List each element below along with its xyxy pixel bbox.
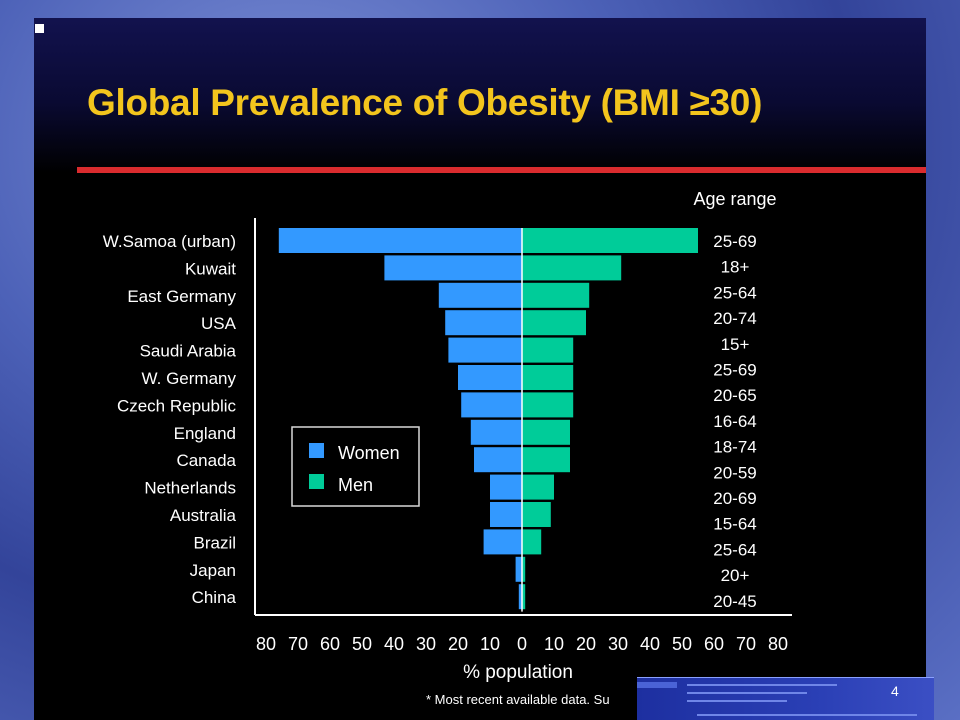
bullet-marker bbox=[35, 24, 44, 33]
category-label: Czech Republic bbox=[117, 396, 237, 415]
thumbnail-band bbox=[637, 682, 677, 688]
category-labels: W.Samoa (urban) Kuwait East Germany USA Saud… bbox=[103, 232, 237, 607]
age-range-label: 18+ bbox=[721, 258, 750, 277]
x-tick-label: 30 bbox=[608, 634, 628, 654]
bar-women bbox=[438, 282, 522, 308]
thumbnail-line bbox=[687, 684, 837, 686]
x-tick-label: 30 bbox=[416, 634, 436, 654]
x-tick-label: 20 bbox=[576, 634, 596, 654]
bar-women bbox=[515, 556, 522, 582]
age-range-label: 15-64 bbox=[713, 515, 756, 534]
x-tick-label: 20 bbox=[448, 634, 468, 654]
age-range-label: 20-74 bbox=[713, 309, 756, 328]
category-label: Canada bbox=[176, 451, 236, 470]
bar-men bbox=[522, 310, 586, 336]
category-label: Australia bbox=[170, 506, 237, 525]
x-tick-label: 10 bbox=[480, 634, 500, 654]
bar-men bbox=[522, 447, 570, 473]
bar-women bbox=[384, 255, 522, 281]
bar-women bbox=[474, 447, 522, 473]
legend-swatch-men bbox=[309, 474, 324, 489]
bar-women bbox=[490, 474, 522, 500]
bar-men bbox=[522, 282, 590, 308]
bar-men bbox=[522, 474, 554, 500]
x-tick-label: 40 bbox=[384, 634, 404, 654]
category-label: W.Samoa (urban) bbox=[103, 232, 236, 251]
bar-men bbox=[522, 584, 526, 610]
page-number: 4 bbox=[891, 683, 899, 699]
category-label: USA bbox=[201, 314, 237, 333]
x-tick-labels: 80 70 60 50 40 30 20 10 0 10 20 30 40 50 60 70 80 bbox=[256, 634, 788, 654]
legend-swatch-women bbox=[309, 443, 324, 458]
age-range-label: 20-69 bbox=[713, 489, 756, 508]
age-range-label: 16-64 bbox=[713, 412, 756, 431]
bar-women bbox=[483, 529, 522, 555]
age-range-label: 20+ bbox=[721, 566, 750, 585]
bar-women bbox=[445, 310, 522, 336]
slide-title: Global Prevalence of Obesity (BMI ≥30) bbox=[87, 82, 763, 123]
category-label: England bbox=[174, 424, 236, 443]
age-range-label: 20-59 bbox=[713, 463, 756, 482]
x-tick-label: 0 bbox=[517, 634, 527, 654]
bar-men bbox=[522, 255, 622, 281]
bar-women bbox=[278, 228, 522, 253]
x-tick-label: 70 bbox=[736, 634, 756, 654]
bar-men bbox=[522, 392, 574, 418]
age-range-header: Age range bbox=[693, 189, 776, 209]
legend-box bbox=[291, 426, 420, 507]
category-label: China bbox=[192, 588, 237, 607]
x-tick-label: 10 bbox=[544, 634, 564, 654]
thumbnail-line bbox=[697, 714, 917, 716]
bar-men bbox=[522, 419, 570, 445]
age-range-label: 15+ bbox=[721, 335, 750, 354]
x-tick-label: 80 bbox=[768, 634, 788, 654]
age-range-label: 20-65 bbox=[713, 386, 756, 405]
bar-women bbox=[518, 584, 522, 610]
footnote: * Most recent available data. Su bbox=[426, 692, 610, 707]
legend-label-men: Men bbox=[338, 475, 373, 495]
category-label: Japan bbox=[190, 561, 236, 580]
bar-women bbox=[470, 419, 522, 445]
age-range-label: 18-74 bbox=[713, 438, 756, 457]
age-range-label: 25-64 bbox=[713, 540, 756, 559]
category-label: Saudi Arabia bbox=[140, 342, 237, 361]
category-label: W. Germany bbox=[142, 369, 237, 388]
x-tick-label: 60 bbox=[704, 634, 724, 654]
category-label: Brazil bbox=[193, 533, 236, 552]
bar-men bbox=[522, 502, 551, 527]
bar-men bbox=[522, 228, 698, 253]
category-label: East Germany bbox=[127, 287, 236, 306]
next-slide-thumbnail[interactable] bbox=[637, 677, 934, 720]
category-label: Netherlands bbox=[144, 479, 236, 498]
age-range-label: 20-45 bbox=[713, 592, 756, 611]
age-range-labels: 25-69 18+ 25-64 20-74 15+ 25-69 20-65 16-64 18-7… bbox=[713, 232, 756, 611]
bars-group bbox=[278, 228, 698, 612]
thumbnail-line bbox=[687, 692, 807, 694]
title-divider bbox=[77, 167, 926, 173]
bar-men bbox=[522, 529, 542, 555]
x-tick-label: 50 bbox=[672, 634, 692, 654]
x-tick-label: 50 bbox=[352, 634, 372, 654]
age-range-label: 25-69 bbox=[713, 361, 756, 380]
bar-women bbox=[490, 502, 522, 527]
bar-women bbox=[458, 365, 522, 390]
category-label: Kuwait bbox=[185, 259, 236, 278]
bar-women bbox=[448, 337, 522, 363]
bar-men bbox=[522, 365, 574, 390]
legend: Women Men bbox=[291, 426, 420, 507]
age-range-label: 25-69 bbox=[713, 232, 756, 251]
bar-men bbox=[522, 337, 574, 363]
x-tick-label: 60 bbox=[320, 634, 340, 654]
x-tick-label: 40 bbox=[640, 634, 660, 654]
x-axis-label: % population bbox=[463, 662, 573, 683]
thumbnail-line bbox=[687, 700, 787, 702]
bar-men bbox=[522, 556, 526, 582]
x-tick-label: 80 bbox=[256, 634, 276, 654]
x-tick-label: 70 bbox=[288, 634, 308, 654]
age-range-label: 25-64 bbox=[713, 283, 756, 302]
bar-women bbox=[461, 392, 522, 418]
legend-label-women: Women bbox=[338, 443, 400, 463]
